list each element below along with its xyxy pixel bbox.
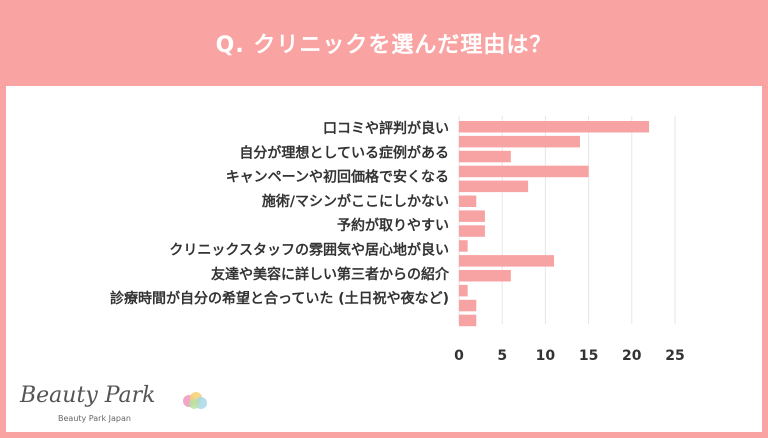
x-axis-ticks: 0 5 10 15 20 25 xyxy=(454,348,685,364)
chart-panel: 口コミや評判が良い自分が理想としている症例があるキャンペーンや初回価格で安くなる… xyxy=(6,86,762,432)
category-label: 予約が取りやすい xyxy=(337,217,449,234)
bar xyxy=(459,299,477,312)
bar xyxy=(459,314,477,327)
category-label: 口コミや評判が良い xyxy=(323,120,449,137)
category-label: 自分が理想としている症例がある xyxy=(239,144,449,161)
category-label: 友達や美容に詳しい第三者からの紹介 xyxy=(211,266,450,283)
category-label: キャンペーンや初回価格で安くなる xyxy=(226,169,449,186)
x-tick-label: 25 xyxy=(665,348,684,364)
bar xyxy=(459,165,589,178)
bar xyxy=(459,135,580,148)
page-title: Q. クリニックを選んだ理由は？ xyxy=(215,33,553,58)
bar xyxy=(459,210,485,222)
logo-wordmark: Beauty Park xyxy=(20,383,156,408)
bar xyxy=(459,180,529,193)
x-tick-label: 0 xyxy=(454,348,464,364)
bar xyxy=(459,225,485,237)
bar-chart: 口コミや評判が良い自分が理想としている症例があるキャンペーンや初回価格で安くなる… xyxy=(110,116,685,364)
logo-tagline: Beauty Park Japan xyxy=(58,414,131,423)
category-labels: 口コミや評判が良い自分が理想としている症例があるキャンペーンや初回価格で安くなる… xyxy=(110,120,450,307)
bars xyxy=(459,121,650,327)
category-label: クリニックスタッフの雰囲気や居心地が良い xyxy=(169,242,449,259)
x-tick-label: 15 xyxy=(579,348,598,364)
gridlines xyxy=(458,116,676,324)
brand-logo: Beauty Park Beauty Park Japan xyxy=(20,381,220,429)
x-tick-label: 5 xyxy=(497,348,507,364)
bar xyxy=(459,284,468,297)
bar xyxy=(459,270,511,282)
flower-icon xyxy=(183,392,207,409)
category-label: 診療時間が自分の希望と合っていた (土日祝や夜など) xyxy=(110,290,449,307)
bar xyxy=(459,195,477,207)
bar xyxy=(459,240,468,252)
category-label: 施術/マシンがここにしかない xyxy=(262,193,449,210)
bar xyxy=(459,150,511,163)
x-tick-label: 20 xyxy=(622,348,642,364)
bar xyxy=(459,255,555,267)
bar xyxy=(459,121,650,133)
x-tick-label: 10 xyxy=(536,348,556,364)
